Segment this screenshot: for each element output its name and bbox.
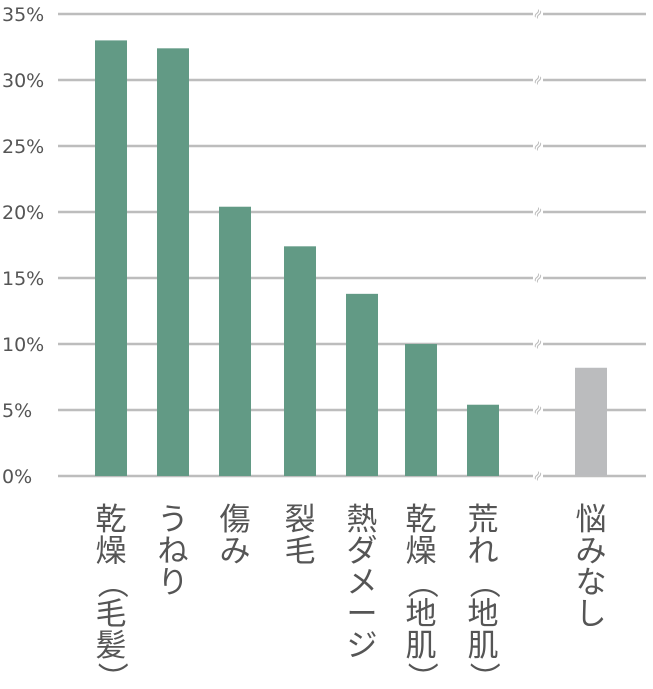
- axis-break-gap: [533, 6, 543, 22]
- x-category-label: 乾燥（地肌）: [403, 502, 439, 689]
- x-category-char: （: [465, 568, 501, 599]
- axis-break-gap: [533, 138, 543, 154]
- x-category-char: 毛: [96, 597, 127, 633]
- y-tick-label: 10%: [2, 334, 44, 356]
- axis-break-mark: ≈: [529, 72, 547, 89]
- bar-0: [95, 40, 127, 477]
- x-category-char: 肌: [406, 628, 437, 664]
- y-tick-label: 15%: [2, 268, 44, 290]
- axis-break-mark: ≈: [529, 336, 547, 353]
- x-category-char: ー: [347, 597, 378, 633]
- x-category-char: 地: [468, 597, 499, 633]
- bars: [95, 40, 607, 477]
- x-category-char: り: [158, 565, 189, 601]
- x-category-char: ）: [403, 662, 439, 689]
- x-category-char: 燥: [96, 534, 127, 570]
- x-category-char: う: [158, 502, 189, 538]
- x-category-char: み: [220, 534, 251, 570]
- x-category-char: 乾: [96, 502, 127, 538]
- y-tick-label: 20%: [2, 202, 44, 224]
- x-category-char: （: [403, 568, 439, 599]
- bar-2: [219, 206, 251, 476]
- x-category-char: ジ: [347, 628, 378, 664]
- axis-break-gap: [533, 468, 543, 484]
- bar-5: [405, 344, 437, 476]
- bar-4: [346, 293, 378, 476]
- axis-break-mark: ≈: [529, 138, 547, 155]
- axis-break-mark: ≈: [529, 204, 547, 221]
- x-category-char: ダ: [347, 534, 378, 570]
- x-category-char: 傷: [220, 502, 251, 538]
- y-tick-label: 30%: [2, 70, 44, 92]
- x-category-label: 荒れ（地肌）: [465, 502, 501, 689]
- x-category-label: 裂毛: [285, 502, 316, 570]
- y-tick-label: 0%: [2, 466, 32, 488]
- x-category-char: 肌: [468, 628, 499, 664]
- y-tick-label: 35%: [2, 4, 44, 26]
- x-category-label: 傷み: [220, 502, 251, 570]
- bar-7: [575, 367, 607, 476]
- x-category-label: うねり: [158, 502, 189, 601]
- x-category-char: 熱: [347, 502, 378, 538]
- x-category-char: 悩: [576, 502, 607, 538]
- y-tick-label: 5%: [2, 400, 32, 422]
- x-category-char: 燥: [406, 534, 437, 570]
- x-category-char: 地: [406, 597, 437, 633]
- bar-1: [157, 48, 189, 476]
- x-category-char: し: [576, 597, 607, 633]
- axis-break-mark: ≈: [529, 402, 547, 419]
- axis-break-mark: ≈: [529, 6, 547, 23]
- x-category-char: ね: [158, 534, 189, 570]
- x-category-label: 乾燥（毛髪）: [93, 502, 129, 689]
- x-category-char: 裂: [285, 502, 316, 538]
- axis-break-gap: [533, 204, 543, 220]
- bar-6: [467, 404, 499, 476]
- x-category-char: ）: [93, 662, 129, 689]
- x-category-char: 乾: [406, 502, 437, 538]
- axis-break-mark: ≈: [529, 468, 547, 485]
- x-category-char: れ: [468, 534, 499, 570]
- x-category-char: な: [576, 565, 607, 601]
- x-category-char: メ: [347, 565, 378, 601]
- bar-3: [284, 246, 316, 476]
- x-category-char: （: [93, 568, 129, 599]
- axis-break-gap: [533, 402, 543, 418]
- x-category-char: み: [576, 534, 607, 570]
- y-axis-tick-labels: 0% 5% 10% 15% 20% 25% 30% 35%: [2, 4, 44, 488]
- axis-break-gap: [533, 270, 543, 286]
- axis-break-mark: ≈: [529, 270, 547, 287]
- axis-break-gap: [533, 72, 543, 88]
- x-category-char: 髪: [96, 628, 127, 664]
- axis-break-gap: [533, 336, 543, 352]
- x-category-char: ）: [465, 662, 501, 689]
- x-category-char: 毛: [285, 534, 316, 570]
- y-tick-label: 25%: [2, 136, 44, 158]
- axis-breaks: ≈ ≈ ≈ ≈ ≈ ≈ ≈ ≈: [529, 6, 547, 485]
- x-category-char: 荒: [468, 502, 499, 538]
